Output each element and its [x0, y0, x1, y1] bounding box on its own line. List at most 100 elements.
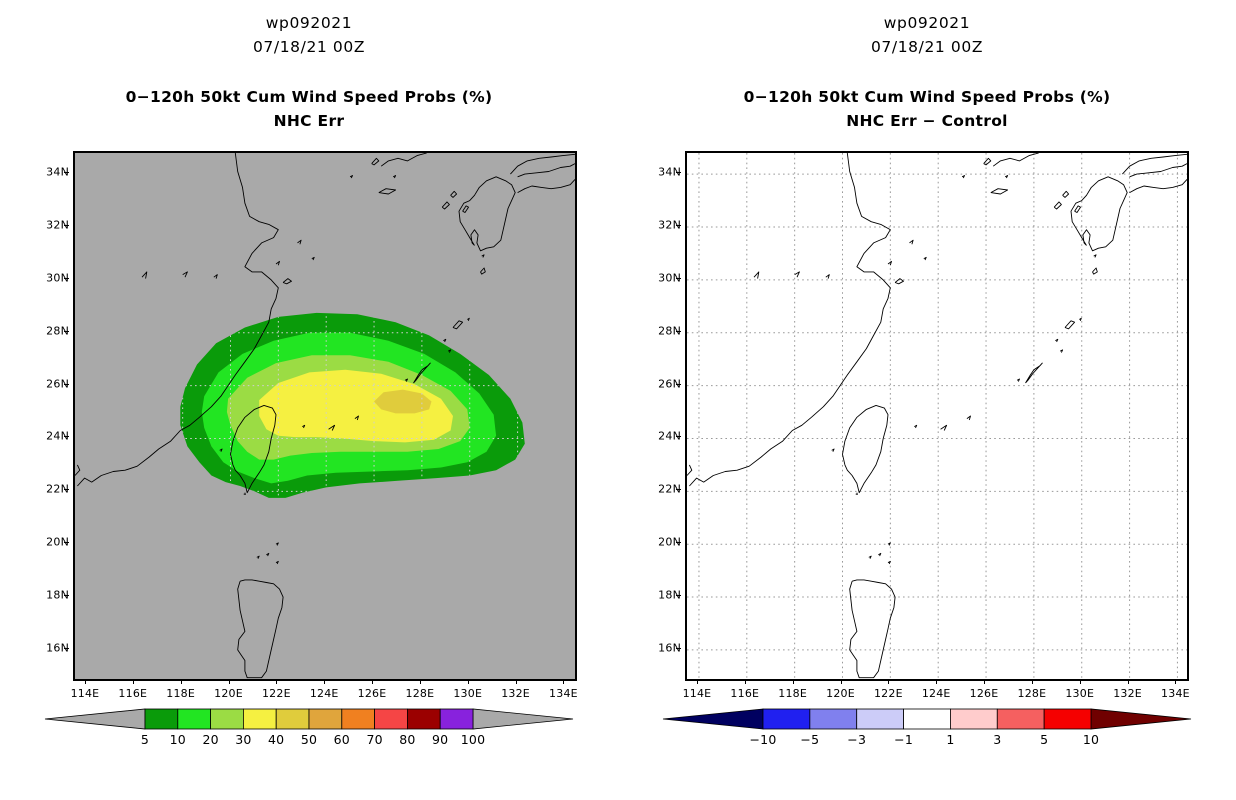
x-axis-labels-left: 114E 116E 118E 120E 122E 124E 126E 128E 130E 132E… [70, 679, 578, 707]
colorbar-tick-label: 50 [300, 732, 318, 747]
y-tick-label: 20N [658, 535, 681, 549]
y-tick-mark [676, 277, 681, 279]
y-tick-mark [676, 489, 681, 491]
x-tick-label: 132E [1113, 687, 1142, 700]
x-tick-label: 120E [214, 687, 243, 700]
y-tick-label: 30N [658, 271, 681, 285]
chart-title-left: 0−120h 50kt Cum Wind Speed Probs (%) [125, 88, 493, 106]
y-tick-label: 18N [46, 588, 69, 602]
y-tick-label: 22N [46, 482, 69, 496]
colorbar-tick-label: −5 [800, 732, 820, 747]
colorbar-labels-right: −10 −5 −3 −1 1 3 5 10 [618, 732, 1236, 752]
x-tick-mark [515, 679, 517, 684]
colorbar-tick-label: 1 [946, 732, 955, 747]
colorbar-tick-label: 70 [366, 732, 383, 747]
x-tick-label: 114E [70, 687, 100, 700]
x-tick-mark [1175, 679, 1177, 684]
y-tick-label: 30N [46, 271, 69, 285]
storm-id-right: wp092021 [883, 14, 971, 32]
x-tick-mark [984, 679, 986, 684]
y-tick-mark [64, 383, 69, 385]
y-tick-label: 24N [46, 429, 69, 443]
y-axis-labels-right: 16N 18N 20N 22N 24N 26N 28N 30N 32N 34N [618, 151, 681, 677]
y-tick-label: 22N [658, 482, 681, 496]
colorbar-swatches-left [44, 708, 574, 730]
x-tick-mark [744, 679, 746, 684]
x-tick-label: 118E [166, 687, 196, 700]
x-tick-label: 130E [1065, 687, 1095, 700]
chart-title-right: 0−120h 50kt Cum Wind Speed Probs (%) [743, 88, 1111, 106]
colorbar-tick-label: 5 [140, 732, 150, 747]
x-tick-mark [276, 679, 278, 684]
colorbar-tick-label: 100 [460, 732, 486, 747]
x-tick-label: 134E [1161, 687, 1190, 700]
x-tick-mark [1031, 679, 1033, 684]
y-tick-mark [64, 277, 69, 279]
x-tick-label: 134E [549, 687, 578, 700]
y-tick-mark [676, 595, 681, 597]
y-tick-mark [676, 172, 681, 174]
x-tick-mark [467, 679, 469, 684]
valid-time-left: 07/18/21 00Z [252, 38, 366, 56]
y-tick-label: 34N [46, 165, 69, 179]
x-tick-label: 126E [357, 687, 387, 700]
chart-subtitle-left: NHC Err [273, 112, 345, 130]
x-axis-labels-right: 114E 116E 118E 120E 122E 124E 126E 128E 130E 132E… [683, 679, 1190, 707]
x-tick-label: 120E [826, 687, 855, 700]
y-tick-label: 28N [46, 324, 69, 338]
storm-id-left: wp092021 [265, 14, 353, 32]
x-tick-label: 116E [118, 687, 148, 700]
y-tick-label: 34N [658, 165, 681, 179]
x-tick-label: 124E [309, 687, 339, 700]
x-tick-label: 128E [405, 687, 435, 700]
y-tick-mark [64, 647, 69, 649]
x-tick-mark [696, 679, 698, 684]
y-tick-mark [64, 330, 69, 332]
y-tick-mark [676, 330, 681, 332]
x-tick-label: 126E [969, 687, 999, 700]
map-area-right [685, 151, 1189, 681]
colorbar-tick-label: 40 [268, 732, 285, 747]
y-tick-mark [64, 172, 69, 174]
map-plot-left [73, 151, 577, 681]
x-tick-label: 130E [453, 687, 483, 700]
colorbar-tick-label: 10 [1082, 732, 1100, 747]
x-tick-mark [1127, 679, 1129, 684]
y-tick-mark [676, 542, 681, 544]
chart-subtitle-right: NHC Err − Control [846, 112, 1008, 130]
y-tick-label: 20N [46, 535, 69, 549]
y-tick-label: 26N [46, 377, 69, 391]
y-tick-label: 16N [658, 641, 681, 655]
y-tick-label: 16N [46, 641, 69, 655]
y-tick-label: 32N [46, 218, 69, 232]
x-tick-mark [563, 679, 565, 684]
x-tick-mark [324, 679, 326, 684]
y-tick-mark [676, 647, 681, 649]
x-tick-mark [792, 679, 794, 684]
colorbar-right: −10 −5 −3 −1 1 3 5 10 [618, 706, 1236, 776]
y-tick-mark [64, 436, 69, 438]
x-tick-mark [1079, 679, 1081, 684]
y-axis-labels-left: 16N 18N 20N 22N 24N 26N 28N 30N 32N 34N [0, 151, 69, 677]
colorbar-tick-label: −3 [847, 732, 867, 747]
colorbar-tick-label: 5 [1040, 732, 1049, 747]
colorbar-tick-label: 30 [235, 732, 252, 747]
colorbar-swatches-right [662, 708, 1192, 730]
y-tick-label: 18N [658, 588, 681, 602]
y-tick-label: 26N [658, 377, 681, 391]
x-tick-label: 128E [1017, 687, 1047, 700]
x-tick-mark [84, 679, 86, 684]
map-plot-right [685, 151, 1189, 681]
colorbar-labels-left: 5 10 20 30 40 50 60 70 80 90 100 [0, 732, 618, 752]
x-tick-mark [228, 679, 230, 684]
x-tick-mark [888, 679, 890, 684]
x-tick-label: 124E [921, 687, 951, 700]
x-tick-mark [132, 679, 134, 684]
x-tick-mark [840, 679, 842, 684]
panel-nhc-err-minus-control: wp092021 07/18/21 00Z 0−120h 50kt Cum Wi… [618, 0, 1236, 800]
y-tick-label: 24N [658, 429, 681, 443]
x-tick-label: 118E [778, 687, 808, 700]
y-tick-label: 28N [658, 324, 681, 338]
x-tick-mark [936, 679, 938, 684]
colorbar-tick-label: 80 [399, 732, 416, 747]
